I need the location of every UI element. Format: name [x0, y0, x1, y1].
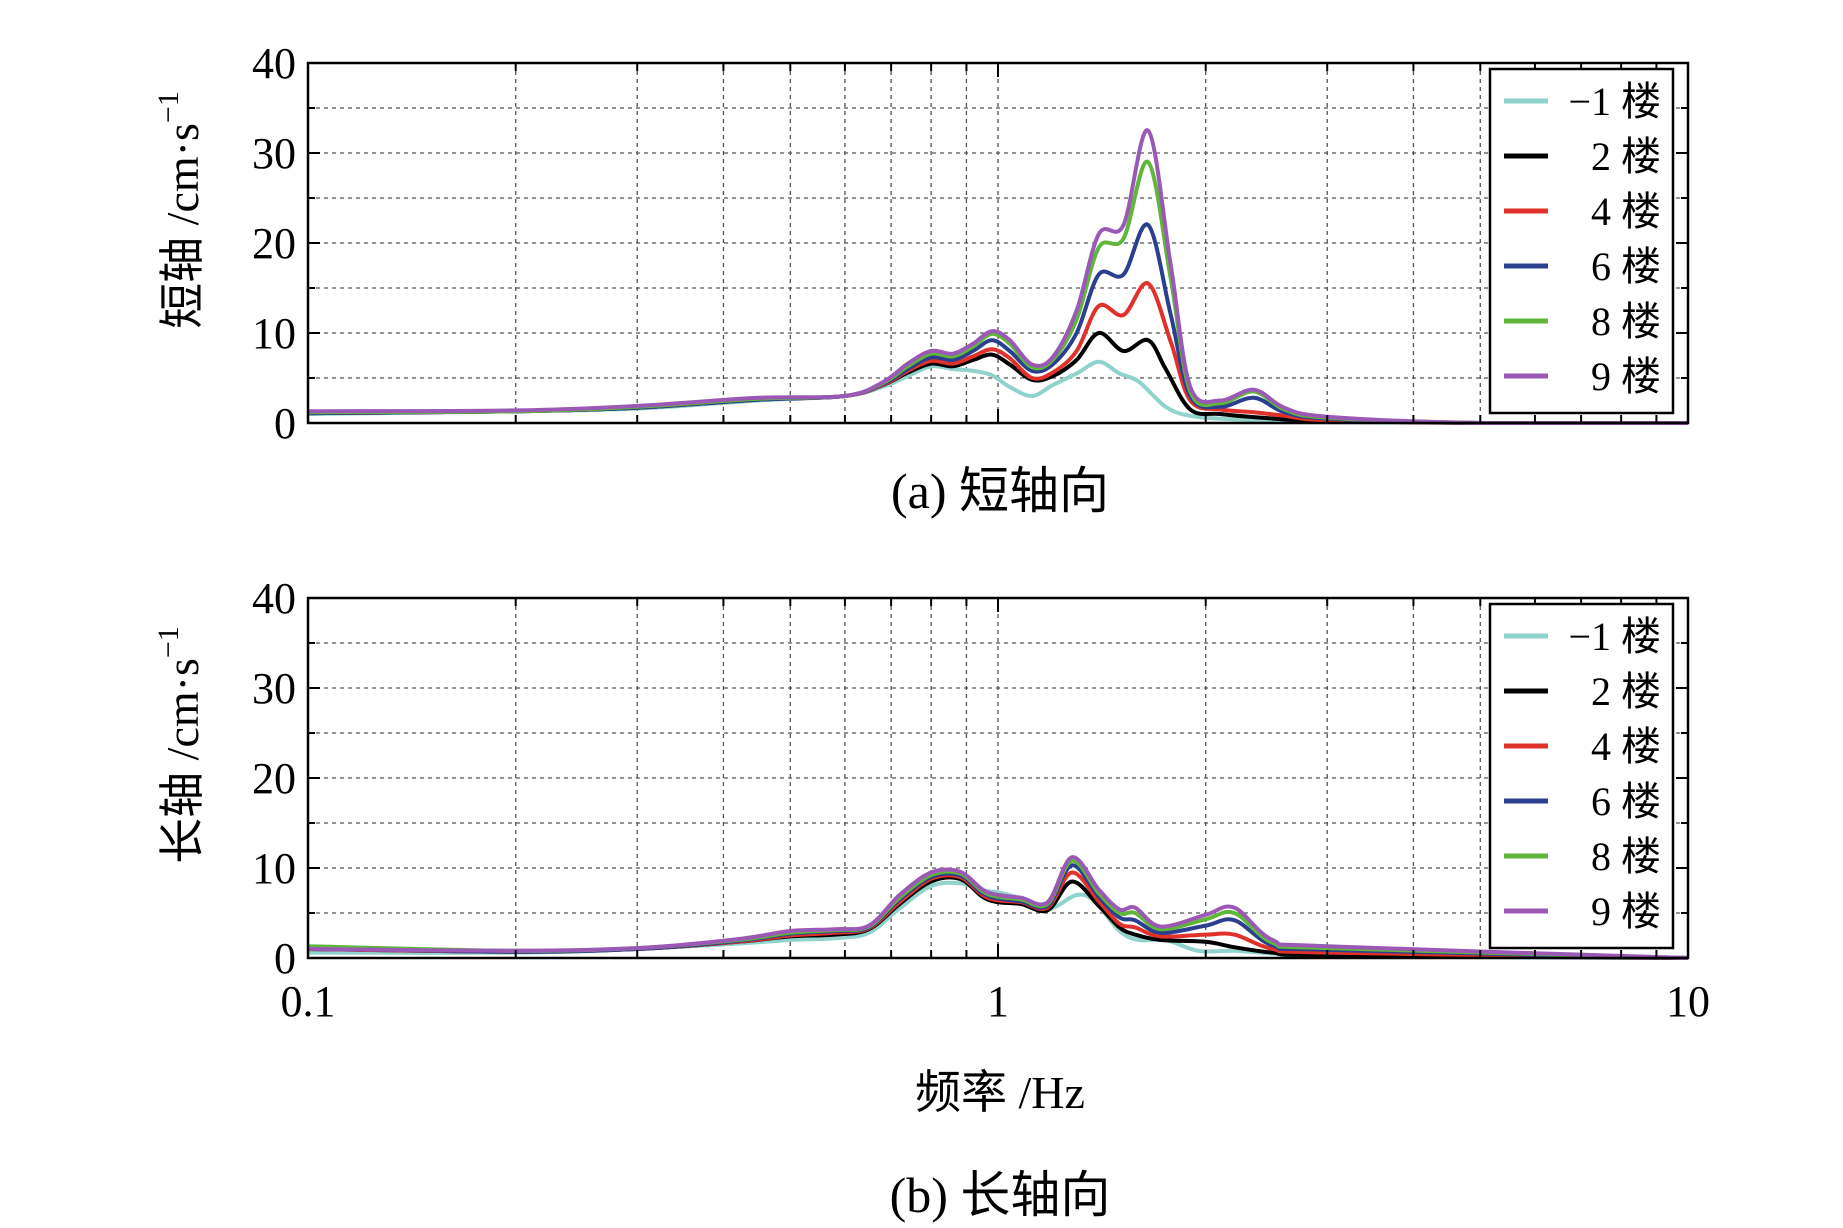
legend-label: 6 楼 [1591, 244, 1661, 289]
legend-label: 9 楼 [1591, 354, 1661, 399]
x-tick-label: 10 [1666, 977, 1710, 1026]
y-tick-label: 0 [274, 399, 296, 448]
y-tick-label: 40 [252, 574, 296, 623]
y-axis-label: 长轴 /cm·s−1 [152, 626, 208, 864]
legend-label: 2 楼 [1591, 669, 1661, 714]
y-axis-label-exponent: −1 [152, 626, 185, 658]
legend-label: −1 楼 [1568, 79, 1661, 124]
panel-caption: (a) 短轴向 [891, 463, 1109, 519]
panel-caption: (b) 长轴向 [890, 1167, 1111, 1223]
x-tick-label: 1 [987, 977, 1009, 1026]
legend-label: 9 楼 [1591, 889, 1661, 934]
y-tick-label: 10 [252, 309, 296, 358]
y-axis-label-main: 短轴 /cm·s [157, 123, 208, 329]
y-tick-label: 0 [274, 934, 296, 983]
legend-label: 8 楼 [1591, 834, 1661, 879]
y-axis-label-exponent: −1 [152, 91, 185, 123]
legend-box [1488, 67, 1675, 415]
y-tick-label: 10 [252, 844, 296, 893]
series-line [307, 855, 1689, 960]
y-tick-label: 40 [252, 39, 296, 88]
legend-label: 4 楼 [1591, 189, 1661, 234]
legend-label: 4 楼 [1591, 724, 1661, 769]
y-tick-label: 20 [252, 754, 296, 803]
y-tick-label: 30 [252, 664, 296, 713]
legend-label: 6 楼 [1591, 779, 1661, 824]
y-tick-label: 30 [252, 129, 296, 178]
x-tick-label: 0.1 [281, 977, 336, 1026]
panel-short-axis: 0 10 20 30 40 短轴 /cm·s−1 −1 楼 2 楼 4 楼 6 楼 8 楼 9 楼… [152, 39, 1690, 519]
panel-long-axis: 0 10 20 30 40 长轴 /cm·s−1 −1 楼 2 楼 4 楼 6 楼 8 楼 9 楼… [152, 574, 1710, 1223]
y-tick-label: 20 [252, 219, 296, 268]
legend-label: 2 楼 [1591, 134, 1661, 179]
y-axis-label: 短轴 /cm·s−1 [152, 91, 208, 329]
series-line [307, 128, 1688, 426]
legend-box [1488, 602, 1675, 950]
legend-label: −1 楼 [1568, 614, 1661, 659]
x-axis-label: 频率 /Hz [915, 1067, 1085, 1118]
y-axis-label-main: 长轴 /cm·s [157, 658, 208, 864]
legend-label: 8 楼 [1591, 299, 1661, 344]
